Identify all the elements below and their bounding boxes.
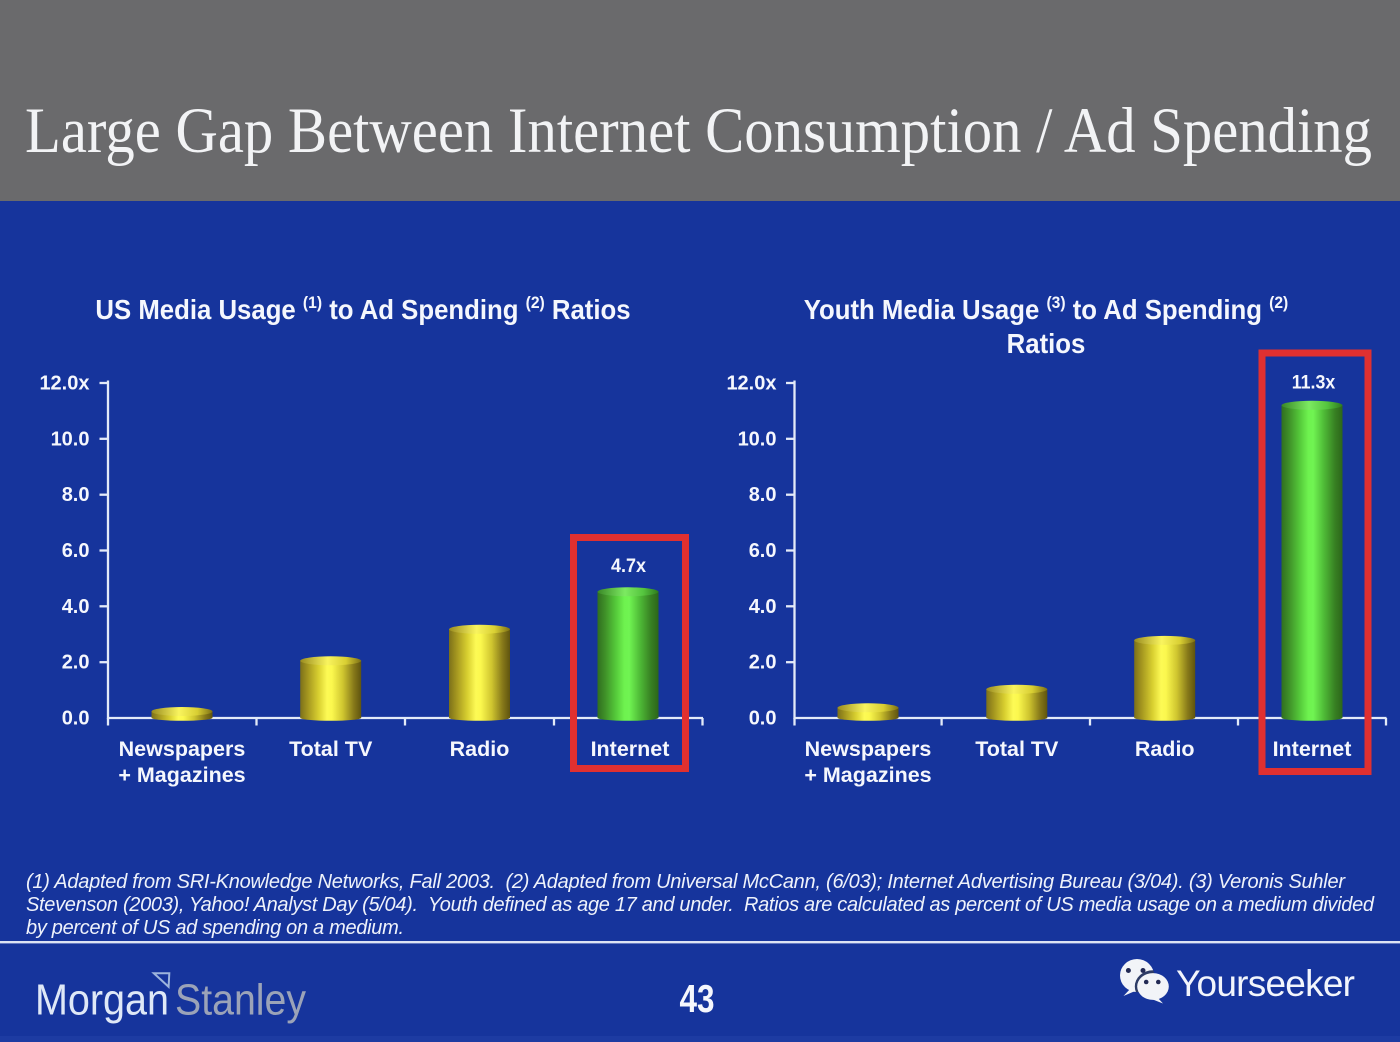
svg-text:0.0: 0.0 xyxy=(62,708,90,730)
svg-text:Yourseeker: Yourseeker xyxy=(1176,963,1355,1004)
svg-text:+ Magazines: + Magazines xyxy=(804,763,931,787)
svg-text:4.0: 4.0 xyxy=(62,596,90,618)
svg-text:2.0: 2.0 xyxy=(749,652,777,674)
svg-text:12.0x: 12.0x xyxy=(39,373,89,395)
svg-text:10.0: 10.0 xyxy=(738,428,777,450)
svg-text:2.0: 2.0 xyxy=(62,652,90,674)
svg-text:Radio: Radio xyxy=(450,737,510,761)
svg-text:Large Gap Between Internet Con: Large Gap Between Internet Consumption /… xyxy=(25,95,1372,167)
svg-text:Newspapers: Newspapers xyxy=(805,737,932,761)
svg-text:10.0: 10.0 xyxy=(51,428,90,450)
svg-text:Radio: Radio xyxy=(1135,737,1195,761)
svg-text:Newspapers: Newspapers xyxy=(119,737,246,761)
svg-text:Internet: Internet xyxy=(591,737,670,761)
svg-text:by percent of US ad spending o: by percent of US ad spending on a medium… xyxy=(26,917,404,939)
svg-text:4.0: 4.0 xyxy=(749,596,777,618)
svg-text:Total TV: Total TV xyxy=(289,737,373,761)
svg-text:Youth Media Usage (3) to Ad Sp: Youth Media Usage (3) to Ad Spending (2) xyxy=(804,293,1289,325)
svg-text:8.0: 8.0 xyxy=(62,484,90,506)
svg-text:Internet: Internet xyxy=(1273,737,1352,761)
svg-text:6.0: 6.0 xyxy=(749,540,777,562)
svg-text:Morgan: Morgan xyxy=(35,976,169,1025)
svg-text:4.7x: 4.7x xyxy=(611,555,646,577)
svg-text:12.0x: 12.0x xyxy=(726,373,776,395)
svg-text:Ratios: Ratios xyxy=(1007,328,1086,359)
svg-text:11.3x: 11.3x xyxy=(1292,372,1336,394)
svg-text:8.0: 8.0 xyxy=(749,484,777,506)
svg-text:Stevenson (2003), Yahoo! Analy: Stevenson (2003), Yahoo! Analyst Day (5/… xyxy=(26,894,1375,916)
svg-text:43: 43 xyxy=(680,978,715,1021)
svg-text:US Media Usage (1) to Ad Spend: US Media Usage (1) to Ad Spending (2) Ra… xyxy=(95,293,630,325)
svg-text:+ Magazines: + Magazines xyxy=(118,763,245,787)
svg-text:Stanley: Stanley xyxy=(175,976,306,1025)
svg-text:(1) Adapted from SRI-Knowledge: (1) Adapted from SRI-Knowledge Networks,… xyxy=(26,871,1346,893)
svg-text:0.0: 0.0 xyxy=(749,708,777,730)
svg-text:6.0: 6.0 xyxy=(62,540,90,562)
svg-text:Total TV: Total TV xyxy=(975,737,1059,761)
